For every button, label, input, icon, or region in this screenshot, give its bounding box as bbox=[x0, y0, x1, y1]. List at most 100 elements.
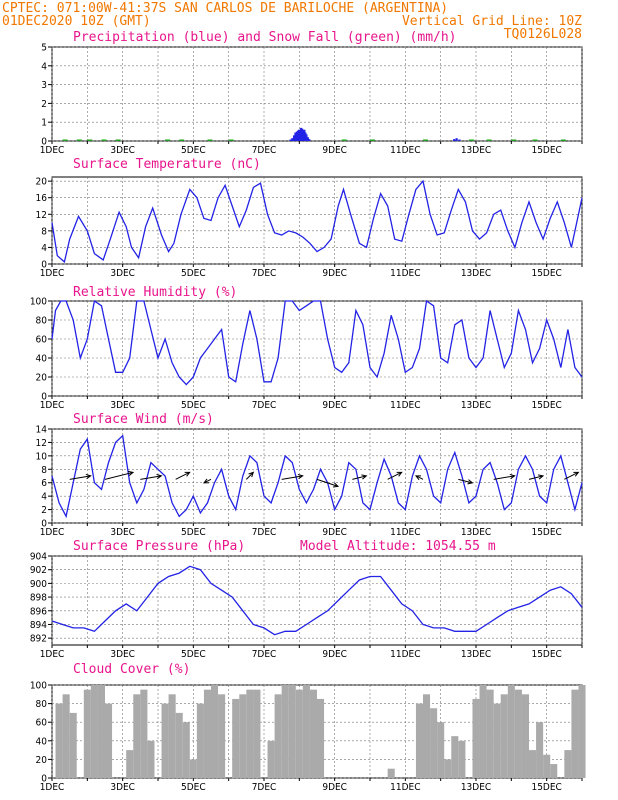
y-tick-label: 904 bbox=[30, 552, 47, 563]
x-tick-label: 11DEC bbox=[390, 145, 420, 156]
cloud-cover-bar bbox=[196, 703, 204, 778]
pressure-panel: Surface Pressure (hPa) Model Altitude: 10… bbox=[30, 539, 583, 660]
cloud-cover-bar bbox=[267, 740, 275, 778]
cloud-cover-bar bbox=[105, 703, 113, 778]
y-tick-label: 100 bbox=[30, 681, 47, 692]
y-tick-label: 892 bbox=[30, 634, 47, 645]
snow-bar bbox=[341, 139, 347, 141]
y-tick-label: 60 bbox=[36, 718, 48, 729]
y-tick-label: 80 bbox=[36, 316, 48, 327]
cloud-cover-bar bbox=[423, 694, 431, 778]
y-tick-label: 20 bbox=[36, 177, 48, 188]
wind-vector-head bbox=[467, 479, 474, 485]
x-tick-label: 11DEC bbox=[390, 782, 420, 793]
y-tick-label: 2 bbox=[41, 99, 47, 110]
snow-bar bbox=[179, 139, 185, 141]
header-location: CPTEC: 071:00W-41:37S SAN CARLOS DE BARI… bbox=[2, 1, 448, 16]
cloud-cover-bar bbox=[444, 759, 452, 778]
snow-bar bbox=[468, 139, 474, 141]
cloud-cover-bar bbox=[486, 689, 494, 778]
y-tick-label: 902 bbox=[30, 565, 47, 576]
wind-vector bbox=[564, 471, 579, 480]
cloud-cover-bar bbox=[458, 740, 466, 778]
wind-frame bbox=[51, 428, 583, 524]
snow-bar bbox=[370, 139, 375, 141]
snow-bar bbox=[76, 139, 82, 141]
y-tick-label: 40 bbox=[36, 354, 48, 365]
wind-vector bbox=[493, 475, 515, 480]
x-tick-label: 15DEC bbox=[531, 649, 561, 660]
x-tick-label: 5DEC bbox=[181, 268, 206, 279]
x-tick-label: 3DEC bbox=[110, 268, 135, 279]
y-tick-label: 8 bbox=[41, 465, 47, 476]
precip-bar bbox=[291, 138, 294, 141]
x-tick-label: 9DEC bbox=[322, 145, 347, 156]
wind-vector-head bbox=[248, 471, 255, 478]
cloud-cover-bar bbox=[147, 740, 155, 778]
pressure-title: Surface Pressure (hPa) bbox=[73, 539, 245, 554]
x-tick-label: 1DEC bbox=[40, 268, 65, 279]
snow-bar bbox=[486, 139, 492, 141]
y-tick-label: 0 bbox=[41, 137, 47, 148]
y-tick-label: 5 bbox=[41, 43, 47, 54]
cloud-cover-bar bbox=[288, 685, 296, 778]
y-tick-label: 4 bbox=[41, 61, 47, 72]
precip-bar bbox=[292, 135, 296, 141]
x-tick-label: 3DEC bbox=[110, 400, 135, 411]
y-tick-label: 20 bbox=[36, 373, 48, 384]
x-tick-label: 3DEC bbox=[110, 527, 135, 538]
pressure-series-line bbox=[51, 565, 583, 636]
wind-vector bbox=[415, 475, 424, 480]
x-tick-label: 5DEC bbox=[181, 527, 206, 538]
wind-vector-head bbox=[396, 471, 403, 477]
cloud-cover-bar bbox=[253, 689, 261, 778]
cloud-cover-bar bbox=[232, 698, 240, 778]
cloud-cover-bar bbox=[309, 689, 317, 778]
y-tick-label: 0 bbox=[41, 519, 47, 530]
x-tick-label: 7DEC bbox=[252, 268, 277, 279]
x-tick-label: 7DEC bbox=[252, 649, 277, 660]
y-tick-label: 80 bbox=[36, 699, 48, 710]
cloud-cover-bar bbox=[211, 685, 219, 778]
x-tick-label: 5DEC bbox=[181, 649, 206, 660]
wind-vector-head bbox=[85, 473, 92, 480]
cloud-cover-bar bbox=[529, 750, 537, 778]
snow-bar bbox=[560, 139, 566, 141]
cloud-cover-bar bbox=[536, 722, 544, 778]
y-tick-label: 16 bbox=[36, 193, 48, 204]
x-tick-label: 5DEC bbox=[181, 400, 206, 411]
wind-vector bbox=[387, 471, 402, 480]
snow-bar bbox=[165, 139, 171, 141]
wind-panel: Surface Wind (m/s) 0 2 4 6 8 10 12 14 1DEC 3DEC 5DE… bbox=[36, 412, 583, 538]
precip-bar bbox=[305, 134, 308, 141]
snow-bar bbox=[101, 139, 107, 141]
wind-vector bbox=[352, 475, 367, 480]
rh-title: Relative Humidity (%) bbox=[73, 285, 237, 300]
wind-vector-head bbox=[573, 471, 580, 477]
x-tick-label: 1DEC bbox=[40, 527, 65, 538]
cloud-cover-bar bbox=[500, 694, 508, 778]
temp-title: Surface Temperature (nC) bbox=[73, 157, 261, 172]
x-tick-label: 7DEC bbox=[252, 782, 277, 793]
snow-bar bbox=[207, 139, 213, 141]
y-tick-label: 0 bbox=[41, 774, 47, 785]
wind-vector-head bbox=[414, 475, 422, 481]
y-tick-label: 3 bbox=[41, 80, 47, 91]
wind-vector bbox=[203, 478, 212, 484]
wind-vector-head bbox=[361, 474, 368, 480]
x-tick-label: 13DEC bbox=[461, 527, 491, 538]
cloud-cover-bar bbox=[281, 685, 289, 778]
y-tick-label: 0 bbox=[41, 392, 47, 403]
wind-series-line bbox=[51, 434, 583, 519]
x-tick-label: 1DEC bbox=[40, 400, 65, 411]
cloud-cover-bar bbox=[479, 685, 487, 778]
cloud-cover-bar bbox=[189, 759, 197, 778]
wind-vector bbox=[458, 478, 473, 484]
cloud-cover-bar bbox=[437, 722, 445, 778]
cloud-cover-bar bbox=[302, 685, 310, 778]
header-date: 01DEC2020 10Z (GMT) bbox=[2, 14, 151, 29]
wind-vector bbox=[245, 472, 254, 480]
cloud-cover-bar bbox=[295, 689, 303, 778]
rh-panel: Relative Humidity (%) 0 20 40 60 80 100 1DEC 3DE… bbox=[30, 285, 583, 411]
x-tick-label: 13DEC bbox=[461, 782, 491, 793]
